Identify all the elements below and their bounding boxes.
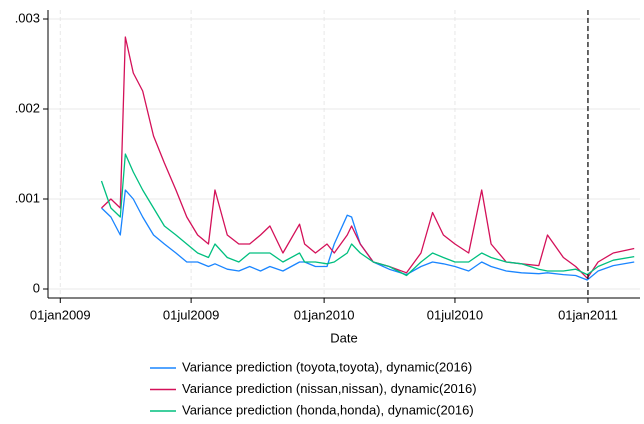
x-tick-label: 01jan2009 — [30, 307, 91, 322]
x-axis-label: Date — [330, 330, 357, 345]
series-line — [100, 153, 635, 277]
legend-label: Variance prediction (toyota,toyota), dyn… — [182, 359, 472, 374]
series-line — [101, 36, 635, 279]
legend-label: Variance prediction (nissan,nissan), dyn… — [182, 381, 477, 396]
x-tick-label: 01jul2009 — [163, 307, 219, 322]
x-tick-label: 01jan2010 — [294, 307, 355, 322]
x-tick-label: 01jan2011 — [558, 307, 618, 322]
series-line — [101, 189, 635, 281]
y-tick-label: .003 — [15, 10, 40, 25]
y-tick-label: .001 — [15, 190, 40, 205]
y-tick-label: .002 — [15, 100, 40, 115]
y-tick-label: 0 — [33, 280, 40, 295]
x-tick-label: 01jul2010 — [427, 307, 483, 322]
legend-label: Variance prediction (honda,honda), dynam… — [182, 402, 474, 417]
